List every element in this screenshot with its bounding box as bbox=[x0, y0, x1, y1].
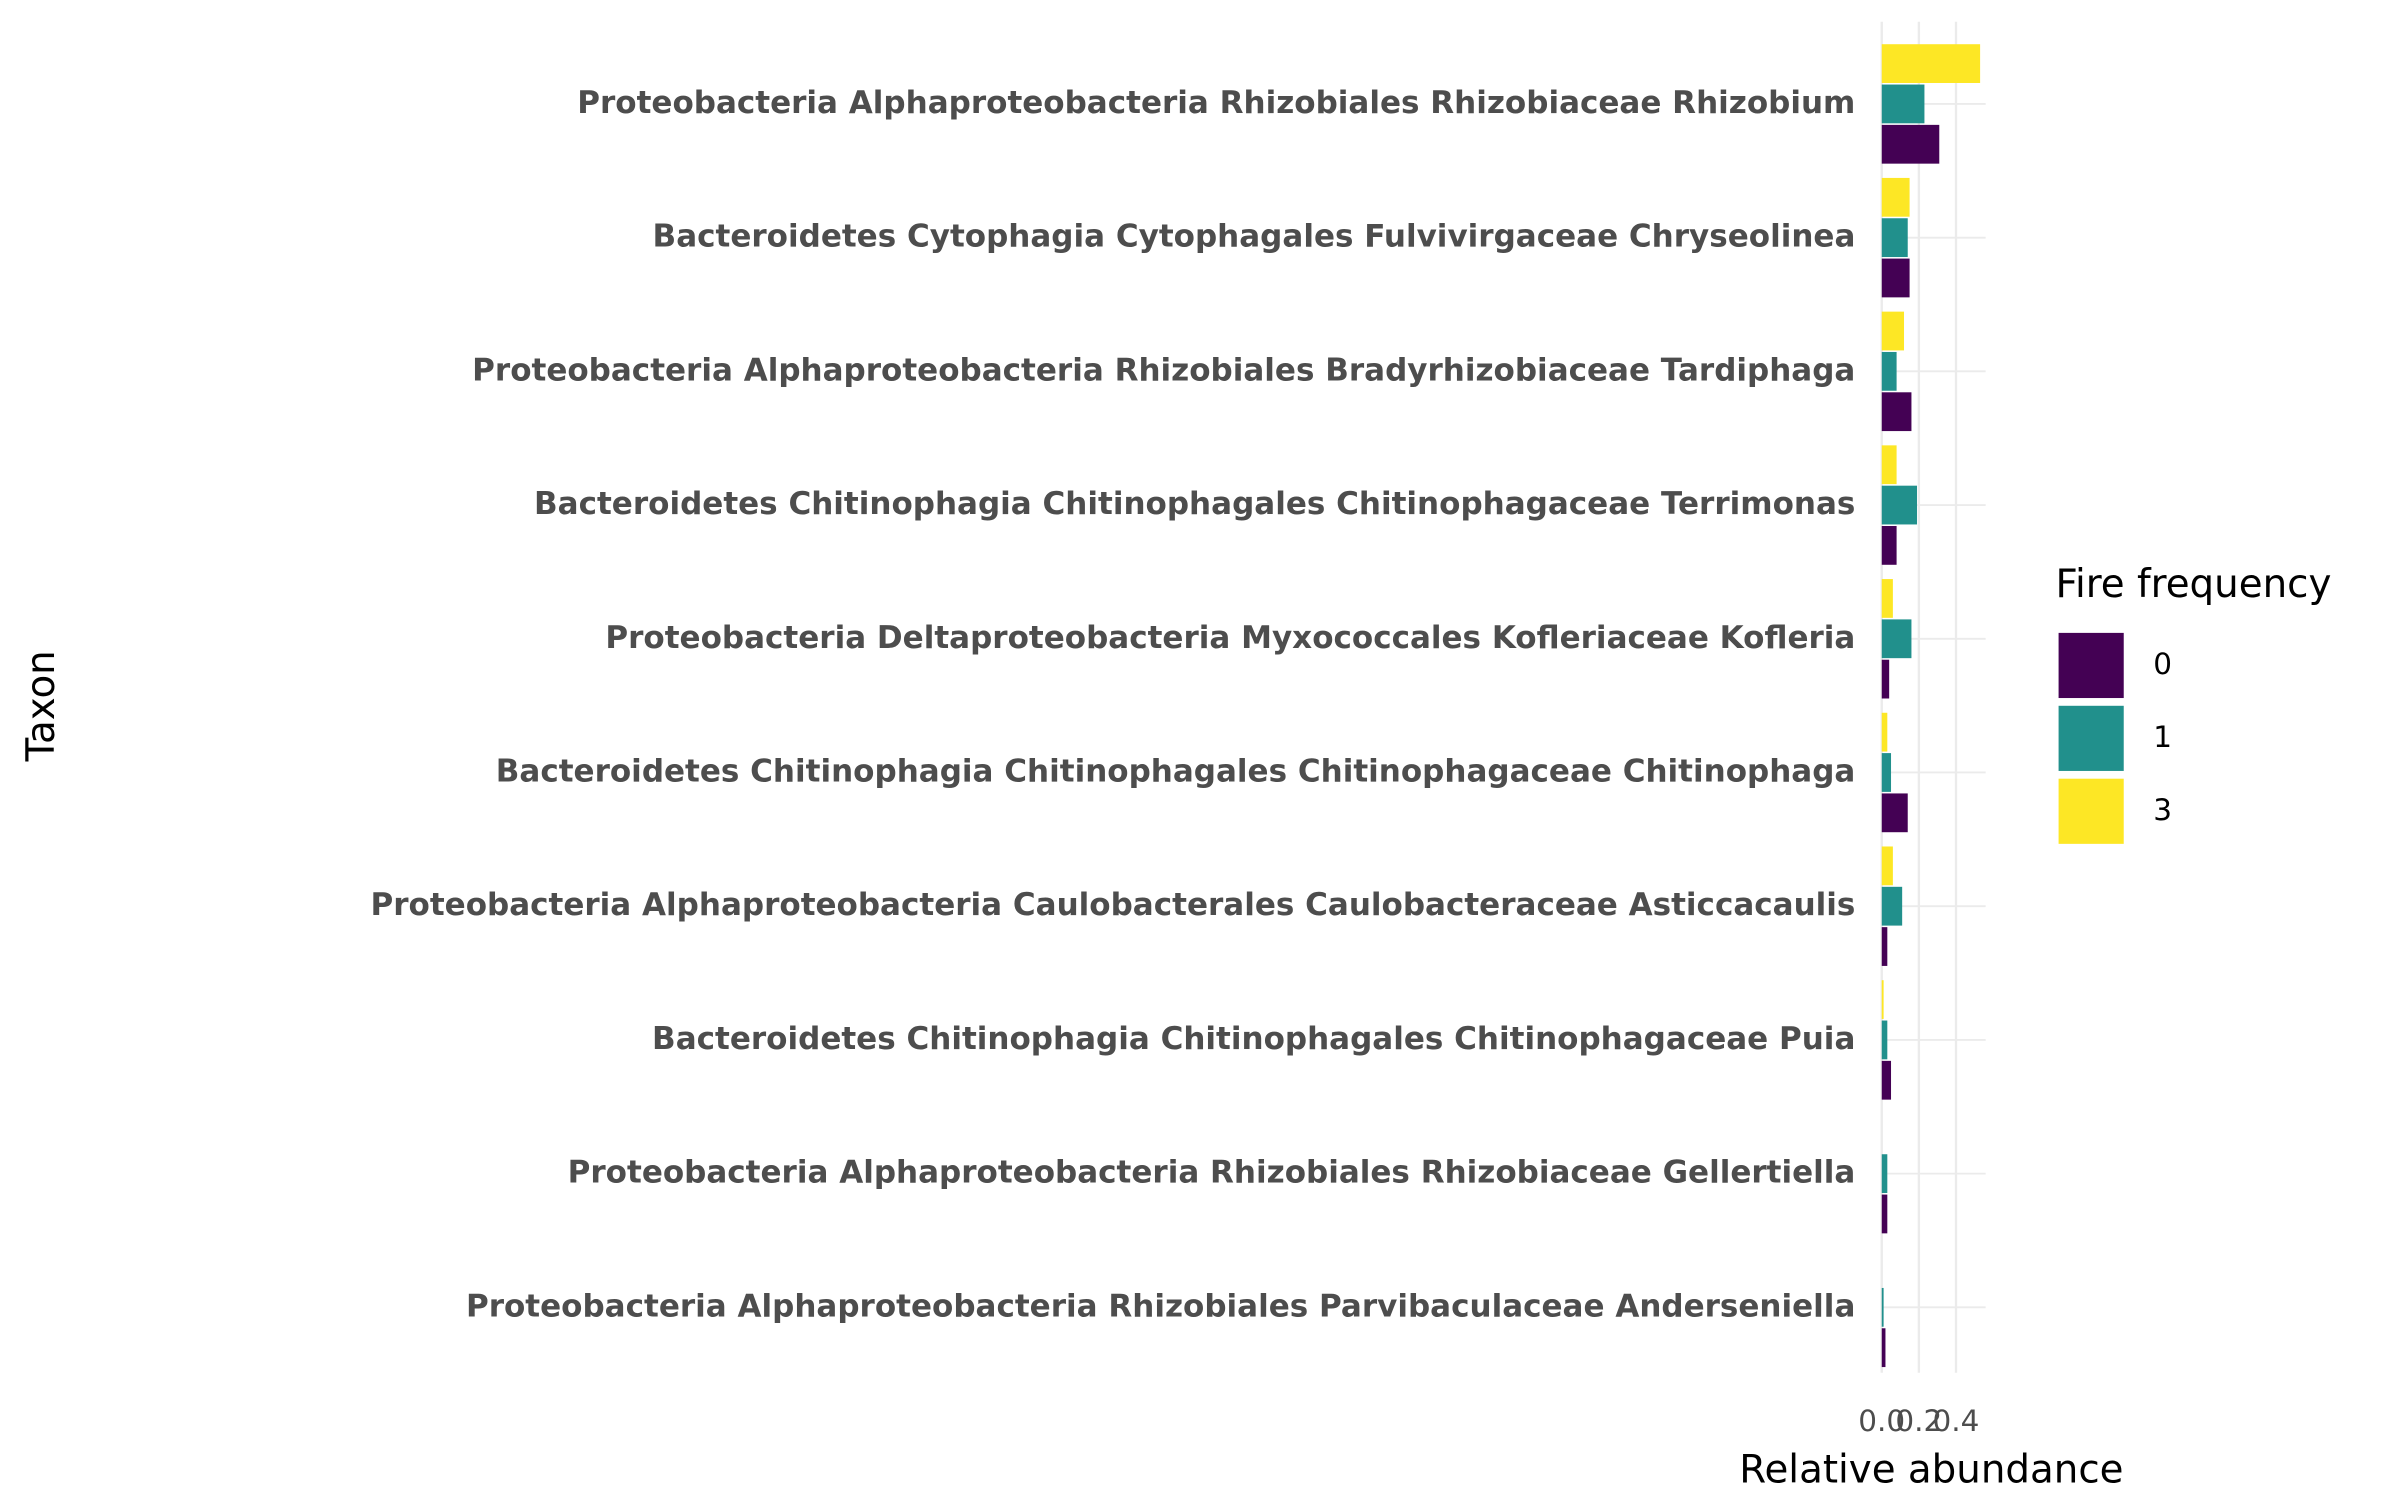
legend-label: 3 bbox=[2153, 793, 2172, 827]
legend-title: Fire frequency bbox=[2055, 562, 2331, 607]
y-axis-title: Taxon bbox=[19, 650, 64, 762]
y-tick-label: Proteobacteria Alphaproteobacteria Rhizo… bbox=[577, 85, 1855, 121]
bar bbox=[1881, 886, 1903, 926]
bar bbox=[1881, 218, 1908, 258]
y-tick-label: Bacteroidetes Chitinophagia Chitinophaga… bbox=[534, 486, 1855, 522]
x-tick-label: 0.0 bbox=[1858, 1404, 1905, 1438]
bar bbox=[1881, 311, 1905, 351]
bar bbox=[1881, 980, 1884, 1019]
bar bbox=[1881, 619, 1912, 659]
legend-key bbox=[2058, 632, 2124, 699]
bar bbox=[1881, 177, 1910, 217]
legend-label: 1 bbox=[2153, 720, 2172, 754]
y-tick-label: Proteobacteria Deltaproteobacteria Myxoc… bbox=[605, 620, 1855, 656]
x-tick-label: 0.2 bbox=[1895, 1404, 1942, 1438]
bar bbox=[1881, 258, 1910, 298]
x-axis-title: Relative abundance bbox=[1739, 1448, 2123, 1493]
y-tick-label: Bacteroidetes Cytophagia Cytophagales Fu… bbox=[653, 219, 1856, 255]
bar bbox=[1881, 579, 1893, 618]
legend-key bbox=[2058, 778, 2124, 844]
bar bbox=[1881, 351, 1897, 391]
bar bbox=[1881, 1154, 1888, 1194]
bar bbox=[1881, 124, 1940, 164]
y-tick-label: Proteobacteria Alphaproteobacteria Caulo… bbox=[371, 887, 1856, 923]
y-tick-label: Proteobacteria Alphaproteobacteria Rhizo… bbox=[472, 352, 1855, 388]
y-tick-label: Bacteroidetes Chitinophagia Chitinophaga… bbox=[652, 1021, 1855, 1057]
bar bbox=[1881, 659, 1890, 699]
bar bbox=[1881, 485, 1918, 525]
legend-key bbox=[2058, 705, 2124, 771]
bar bbox=[1881, 392, 1912, 432]
bar bbox=[1881, 44, 1981, 83]
bar bbox=[1881, 753, 1892, 792]
bar bbox=[1881, 445, 1897, 485]
legend-label: 0 bbox=[2153, 647, 2172, 681]
bar bbox=[1881, 1287, 1884, 1327]
bar bbox=[1881, 712, 1888, 752]
bar bbox=[1881, 1194, 1888, 1234]
bar bbox=[1881, 927, 1888, 966]
bar bbox=[1881, 84, 1925, 124]
bar bbox=[1881, 793, 1908, 833]
bar bbox=[1881, 846, 1893, 886]
y-tick-label: Bacteroidetes Chitinophagia Chitinophaga… bbox=[496, 753, 1856, 789]
bar bbox=[1881, 1020, 1888, 1060]
x-tick-label: 0.4 bbox=[1933, 1404, 1980, 1438]
bar bbox=[1881, 1060, 1892, 1100]
y-tick-label: Proteobacteria Alphaproteobacteria Rhizo… bbox=[466, 1288, 1855, 1324]
y-tick-label: Proteobacteria Alphaproteobacteria Rhizo… bbox=[568, 1155, 1856, 1191]
bar bbox=[1881, 526, 1897, 565]
bar bbox=[1881, 1328, 1886, 1368]
